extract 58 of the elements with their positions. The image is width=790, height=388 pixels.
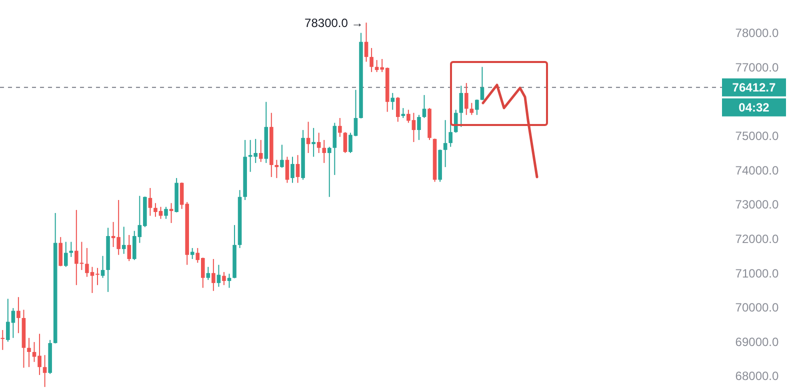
candlestick <box>58 236 63 267</box>
candlestick <box>274 159 279 179</box>
candlestick <box>332 122 337 176</box>
ref-line-label: 76412.7 <box>732 80 776 95</box>
candlestick <box>338 118 342 138</box>
y-tick-label: 77000.0 <box>735 60 780 74</box>
candlestick <box>316 132 321 154</box>
candlestick <box>401 108 406 119</box>
candlestick <box>258 139 263 162</box>
y-tick-label: 73000.0 <box>735 198 780 212</box>
candlestick <box>127 234 132 262</box>
candlestick <box>280 144 284 168</box>
candlestick <box>470 102 474 116</box>
candlestick <box>417 114 421 140</box>
candlestick <box>364 22 368 62</box>
candlestick <box>396 96 400 122</box>
candlestick <box>327 146 332 198</box>
candlestick <box>212 258 216 292</box>
candlestick <box>312 127 316 158</box>
y-tick-label: 75000.0 <box>735 129 780 144</box>
candlestick <box>390 92 395 110</box>
candlestick <box>296 154 300 184</box>
candlestick <box>64 241 68 268</box>
candlestick <box>164 206 168 220</box>
annotation: 78300.0 → <box>304 16 364 30</box>
candlestick <box>285 156 290 184</box>
candlestick <box>190 248 194 260</box>
candlestick <box>443 120 448 168</box>
text: 04:32 <box>738 100 770 115</box>
candlestick <box>343 132 348 154</box>
candlestick <box>475 98 479 116</box>
candlestick <box>422 94 426 119</box>
candlestick <box>370 48 374 73</box>
y-tick-label: 69000.0 <box>735 334 780 349</box>
candlestick <box>122 226 126 254</box>
candlestick <box>0 330 5 350</box>
y-tick-label: 68000.0 <box>735 369 780 384</box>
candlestick <box>322 139 326 164</box>
candlestick <box>290 156 294 184</box>
candlestick <box>100 255 105 278</box>
y-tick-label: 71000.0 <box>735 266 780 280</box>
y-tick-label: 78000.0 <box>735 26 780 40</box>
candlestick <box>448 122 452 148</box>
candlestick <box>16 296 20 334</box>
candlestick <box>148 187 152 216</box>
candlestick <box>42 354 47 388</box>
candlestick <box>216 264 221 288</box>
y-tick-label: 74000.0 <box>735 163 780 178</box>
candlestick <box>27 337 31 368</box>
candlestick <box>459 85 464 128</box>
candlestick <box>222 272 226 286</box>
y-tick-label: 70000.0 <box>735 300 780 315</box>
candlestick <box>69 241 74 258</box>
candlestick <box>480 66 484 101</box>
candlestick <box>464 82 468 116</box>
y-tick-label: 72000.0 <box>735 232 780 246</box>
candlestick <box>206 266 210 280</box>
candlestick <box>169 202 174 224</box>
